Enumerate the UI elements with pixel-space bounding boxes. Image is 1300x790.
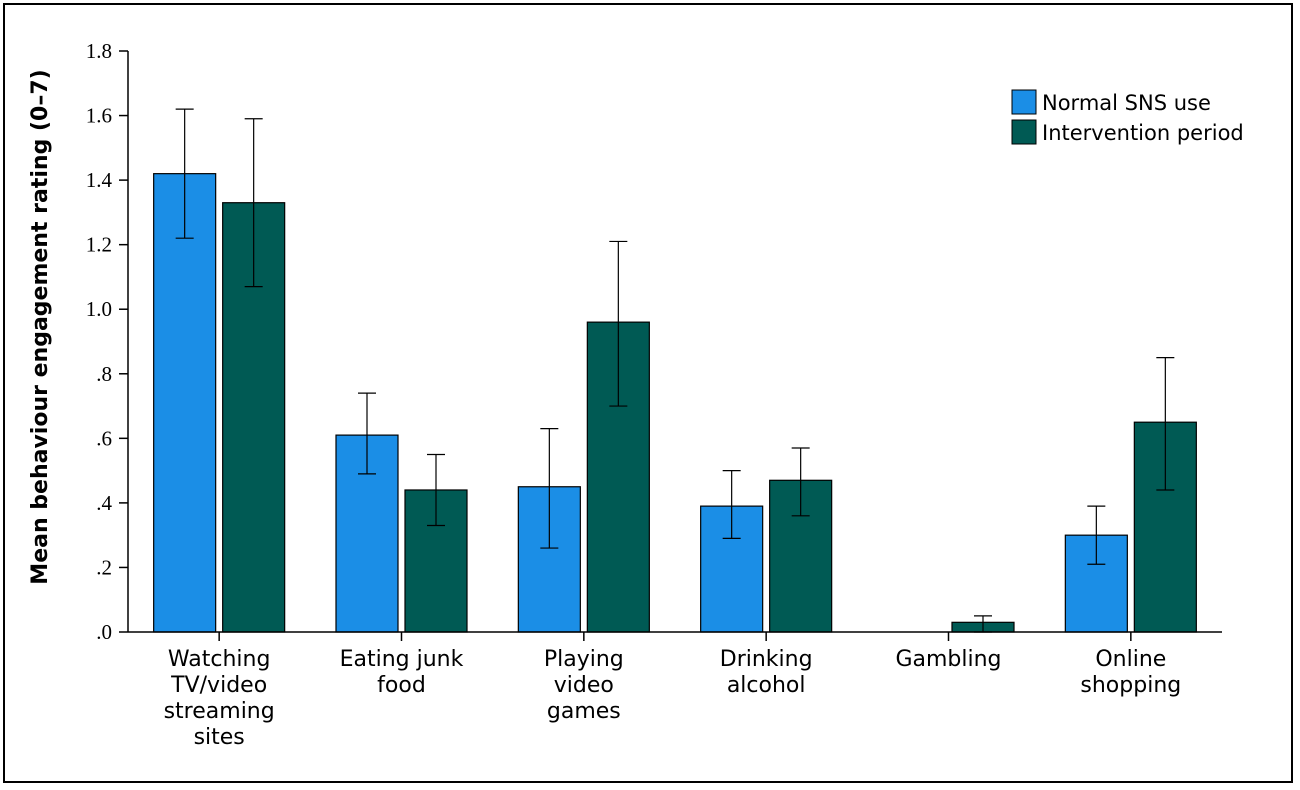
y-axis: .0 .2 .4 .6 .8 1.0 1.2 1.4 1.6 1.8 [86, 39, 129, 644]
y-tick-label: .0 [96, 620, 112, 644]
y-tick-label: 1.2 [86, 233, 112, 257]
bars [153, 108, 1197, 633]
y-tick-label: .6 [96, 426, 112, 450]
x-axis: Watching TV/video streaming sites Eating jun… [128, 631, 1222, 750]
bar [404, 489, 468, 633]
x-tick-label: Drinking alcohol [720, 647, 813, 698]
y-tick-label: 1.4 [86, 168, 113, 192]
legend-swatch [1011, 89, 1037, 115]
legend-label: Intervention period [1042, 121, 1244, 145]
y-tick-label: 1.8 [86, 39, 112, 63]
x-tick-label: Gambling [895, 647, 1001, 672]
legend-label: Normal SNS use [1042, 91, 1211, 115]
legend-swatch [1011, 119, 1037, 145]
y-tick-label: .2 [96, 555, 112, 579]
x-tick-label: Online shopping [1080, 647, 1181, 698]
y-tick-label: .8 [96, 362, 112, 386]
x-tick-label: Watching TV/video streaming sites [164, 647, 275, 750]
y-tick-label: 1.6 [86, 104, 112, 128]
x-tick-label: Eating junk food [340, 647, 464, 698]
x-tick-label: Playing video games [544, 647, 624, 724]
y-axis-label: Mean behaviour engagement rating (0–7) [28, 69, 53, 584]
bar [153, 173, 217, 633]
y-tick-label: 1.0 [86, 297, 112, 321]
y-tick-label: .4 [96, 491, 112, 515]
legend: Normal SNS use Intervention period [1011, 89, 1244, 145]
